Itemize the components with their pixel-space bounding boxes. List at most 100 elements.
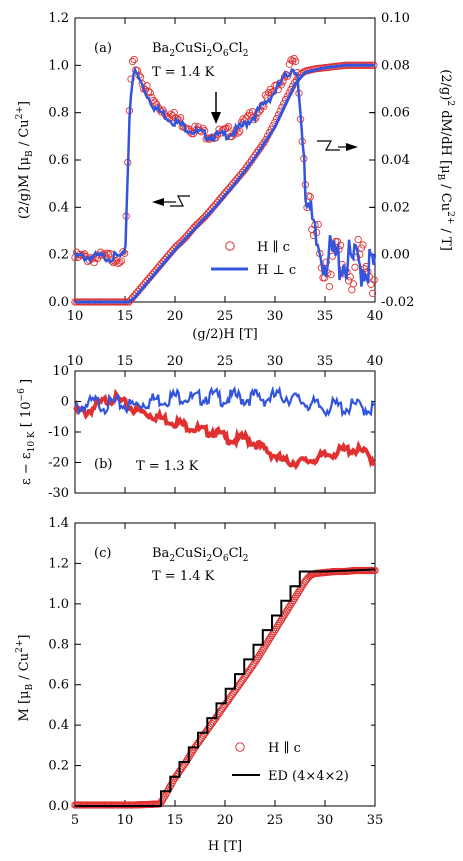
chart_data.0.xticks-tick-label: 35	[317, 309, 334, 324]
data-point	[146, 89, 154, 97]
data-point	[292, 592, 300, 601]
panel-c-frame	[74, 522, 376, 807]
data-point	[288, 598, 296, 606]
chart_data.0.xticks-tick-label: 10	[67, 309, 84, 324]
panel-a-ylabel-left: (2/g)M [μB / Cu2+]	[15, 101, 35, 219]
series-b-perp	[74, 385, 376, 418]
chart_data.1.xticks-tick-label: 35	[317, 354, 334, 369]
data-point	[256, 651, 264, 659]
data-point	[250, 660, 258, 668]
panel-c-compound-sub: 2	[206, 554, 212, 564]
panel-a-left-tick-label: 1.0	[48, 58, 69, 73]
arrow-down-icon	[211, 92, 221, 124]
panel-c-ylabel: M [μB / Cu2+]	[15, 635, 35, 722]
data-point	[275, 620, 283, 628]
panel-b-left-tick-label: -10	[48, 425, 69, 440]
panel-c-label: (c)	[94, 546, 111, 561]
panel-a-right-tick-label: 0.04	[381, 153, 410, 168]
data-point	[151, 98, 159, 106]
data-point	[274, 621, 282, 630]
panel-a-left-tick-label: 0.6	[48, 153, 69, 168]
panel-b-left-tick-label: -30	[48, 486, 69, 501]
data-point	[277, 616, 286, 624]
data-point	[130, 55, 138, 64]
data-point	[127, 75, 135, 83]
legend-par-marker	[225, 241, 235, 251]
panel-c-left-tick-label: 0.0	[48, 799, 69, 814]
panel-a-right-tick-label: 0.00	[381, 248, 410, 263]
panel-a-left-tick-label: 0.2	[48, 248, 69, 263]
data-point	[265, 635, 274, 643]
panel-c-xlabel: H [T]	[208, 839, 242, 854]
chart_data.2.xticks-tick-label: 10	[117, 813, 134, 828]
data-point	[325, 282, 334, 291]
panel-a-right-tick-label: 0.06	[381, 106, 410, 121]
data-point	[292, 57, 300, 65]
panel-c-left-tick-label: 1.4	[48, 516, 69, 531]
panel-c-legend-ed: ED (4×4×2)	[268, 769, 349, 784]
data-point	[287, 56, 295, 64]
data-point	[268, 631, 276, 639]
chart_data.1.xticks-tick-label: 20	[167, 354, 184, 369]
panel-a-compound-sub: 2	[206, 49, 212, 59]
panel-c-left-tick-label: 0.2	[48, 759, 69, 774]
data-point	[293, 590, 301, 599]
panel-a-xlabel: (g/2)H [T]	[192, 327, 257, 342]
panel-a-label: (a)	[94, 41, 112, 56]
data-point	[368, 289, 377, 298]
chart_data.2.xticks-tick-label: 35	[367, 813, 384, 828]
panel-c-left-tick-label: 0.4	[48, 718, 69, 733]
chart-marks	[71, 54, 379, 809]
data-point	[354, 235, 362, 244]
data-point	[260, 643, 269, 651]
data-point	[270, 627, 278, 636]
panel-c-temperature: T = 1.4 K	[152, 569, 215, 584]
data-point	[284, 604, 293, 612]
panel-c-left-tick-label: 1.0	[48, 597, 69, 612]
chart_data.1.xticks-tick-label: 30	[267, 354, 284, 369]
data-point	[295, 587, 304, 595]
chart_data.1.xticks-tick-label: 40	[367, 354, 384, 369]
panel-a-compound-part: Cl	[229, 41, 243, 56]
panel-b-left-tick-label: 0	[61, 395, 69, 410]
panel-a-right-tick-label: 0.10	[381, 11, 410, 26]
chart_data.0.xticks-tick-label: 20	[167, 309, 184, 324]
chart_data.0.xticks-tick-label: 40	[367, 309, 384, 324]
panel-a-left-tick-label: 1.2	[48, 11, 69, 26]
series-b-par	[73, 388, 376, 471]
data-point	[164, 785, 173, 793]
chart_data.1.xticks-tick-label: 15	[117, 354, 134, 369]
panel-c-compound: Ba2CuSi2O6Cl2	[152, 546, 248, 564]
panel-c-legend-par: H ∥ c	[268, 741, 301, 756]
data-point	[327, 270, 335, 279]
legend-c-par-marker	[235, 742, 245, 752]
data-point	[158, 796, 167, 804]
arrow-right-icon	[317, 140, 358, 151]
panel-a-legend-par: H ∥ c	[257, 240, 290, 255]
data-point	[258, 647, 266, 655]
chart_data.0.xticks-tick-label: 25	[217, 309, 234, 324]
panel-c-compound-part: Cl	[229, 546, 243, 561]
data-point	[276, 618, 284, 626]
panel-a-temperature: T = 1.4 K	[152, 65, 215, 80]
data-point	[264, 637, 272, 645]
panel-b-ylabel: ε − ε10 K [ 10−6 ]	[17, 379, 37, 485]
panel-c-left-tick-label: 0.6	[48, 678, 69, 693]
panel-a-legend-perp: H ⊥ c	[257, 263, 296, 278]
data-point	[283, 606, 292, 614]
data-point	[257, 649, 265, 657]
panel-a-compound-sub: 6	[223, 49, 229, 59]
series-par-dMdH	[71, 54, 378, 298]
panel-a-right-tick-label: -0.02	[381, 295, 414, 310]
series-c-ed	[75, 568, 376, 807]
panel-c-compound-part: CuSi	[175, 546, 206, 561]
panel-a-left-tick-label: 0.0	[48, 295, 69, 310]
series-perp-dMdH	[73, 66, 377, 287]
panel-b-label: (b)	[94, 457, 112, 472]
panel-b-left-tick-label: 10	[52, 364, 69, 379]
panel-b-temperature: T = 1.3 K	[136, 459, 199, 474]
data-point	[272, 623, 281, 632]
data-point	[224, 122, 233, 131]
chart_data.0.xticks-tick-label: 15	[117, 309, 134, 324]
